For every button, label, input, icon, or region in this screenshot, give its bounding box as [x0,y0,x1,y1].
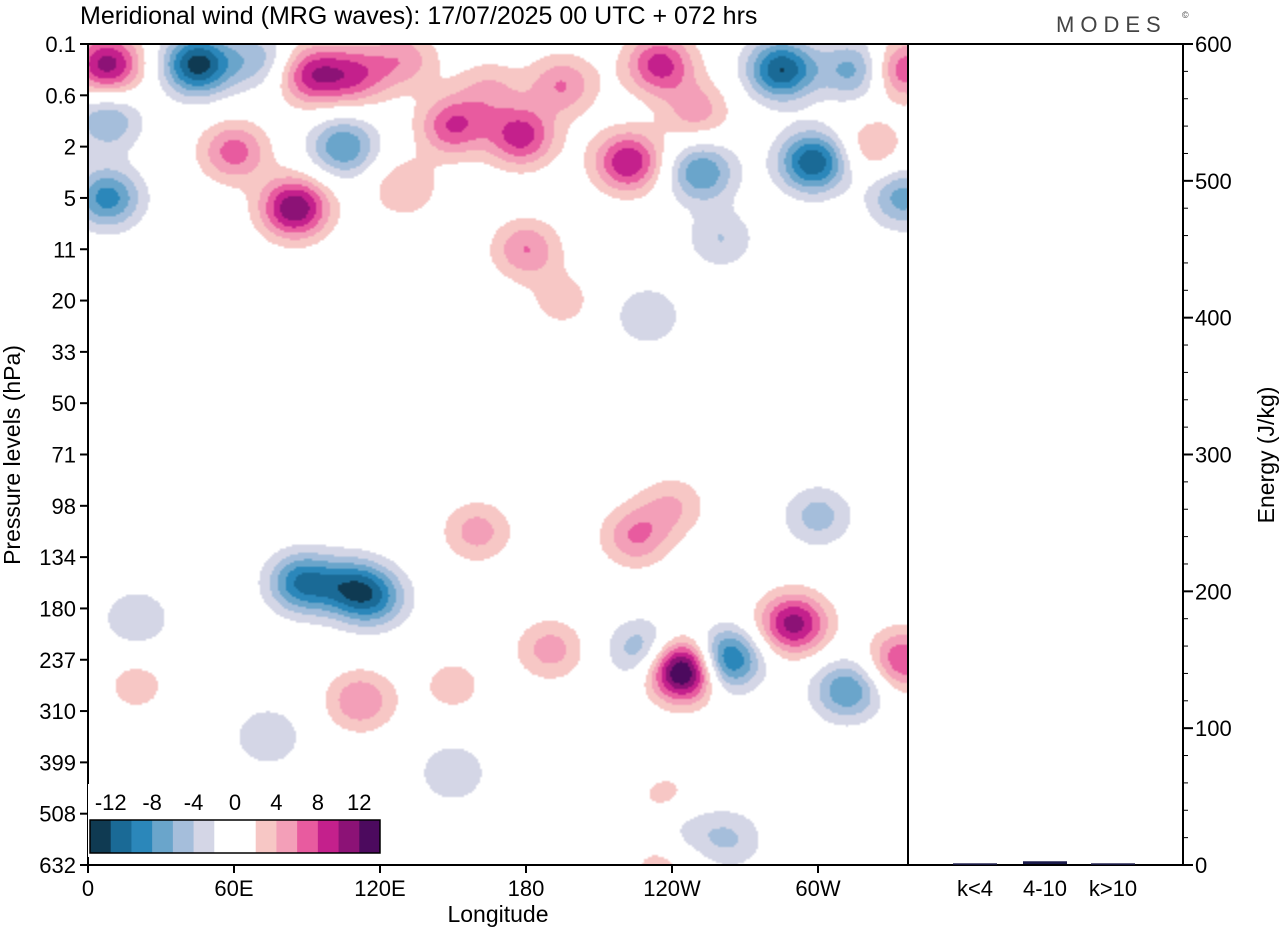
energy-tick-label: 100 [1195,716,1232,741]
energy-panel-frame [907,43,1184,866]
x-tick-label: 120E [354,876,405,901]
heatmap-field [88,44,908,865]
energy-axis-label: Energy (J/kg) [1253,387,1279,524]
y-tick-label: 20 [52,289,76,314]
colorbar-swatch [338,820,360,853]
y-tick-label: 134 [39,545,76,570]
colorbar-label: 0 [229,790,241,815]
brand-mark: © [1182,10,1189,20]
colorbar-frame [89,819,381,854]
colorbar-swatch [214,820,236,853]
colorbar-label: -8 [142,790,162,815]
y-tick-label: 310 [39,699,76,724]
y-tick-label: 508 [39,802,76,827]
y-axis-label: Pressure levels (hPa) [0,345,25,565]
y-tick-label: 237 [39,648,76,673]
energy-tick-label: 600 [1195,32,1232,57]
pressure-axis: 0.1 0.6 2 5 11 20 33 50 71 98 134 180 237 310 399 508 63… [39,32,88,878]
energy-category-label: k<4 [957,876,993,901]
energy-category-label: 4-10 [1023,876,1067,901]
y-tick-label: 5 [64,186,76,211]
colorbar-swatch [359,820,381,853]
brand-logo: MODES [1056,12,1167,37]
x-tick-label: 120W [643,876,701,901]
colorbar-swatch [255,820,277,853]
y-tick-label: 180 [39,596,76,621]
colorbar-swatch [193,820,215,853]
colorbar-swatch [172,820,195,853]
x-tick-label: 60W [795,876,840,901]
y-tick-label: 98 [52,494,76,519]
x-axis-label: Longitude [447,901,548,927]
colorbar-swatch [90,820,112,853]
y-tick-label: 0.1 [45,32,76,57]
heatmap-image [88,44,908,865]
colorbar-swatch [152,820,174,853]
x-tick-label: 0 [82,876,94,901]
y-tick-label: 11 [53,237,76,262]
longitude-axis: 0 60E 120E 180 120W 60W [82,865,841,901]
colorbar-label: -4 [184,790,204,815]
x-tick-label: 60E [214,876,253,901]
y-tick-label: 2 [64,135,76,160]
colorbar-label: 12 [347,790,371,815]
energy-tick-label: 400 [1195,306,1232,331]
energy-category-label: k>10 [1089,876,1137,901]
energy-bar [953,863,997,865]
chart-title: Meridional wind (MRG waves): 17/07/2025 … [80,2,757,30]
energy-tick-label: 300 [1195,443,1232,468]
colorbar-swatch [110,820,132,853]
x-tick-label: 180 [508,876,545,901]
colorbar-swatch [235,820,257,853]
colorbar-swatch [297,820,319,853]
colorbar-label: 4 [270,790,282,815]
y-tick-label: 0.6 [45,83,76,108]
energy-bars: k<4 4-10 k>10 [953,861,1137,901]
colorbar-swatch [131,820,153,853]
colorbar-swatch [317,820,340,853]
colorbar-swatch [276,820,298,853]
energy-tick-label: 0 [1195,853,1207,878]
energy-tick-label: 200 [1195,579,1232,604]
y-tick-label: 71 [52,443,76,468]
colorbar-label: -12 [95,790,127,815]
energy-tick-label: 500 [1195,169,1232,194]
y-tick-label: 33 [52,340,76,365]
y-tick-label: 50 [52,391,76,416]
energy-axis: 0 100 200 300 400 500 600 [1183,32,1232,878]
y-tick-label: 399 [39,750,76,775]
colorbar: -12 -8 -4 0 4 8 12 [88,784,382,857]
energy-bar [1023,861,1067,864]
energy-bar [1091,863,1135,865]
y-tick-label: 632 [39,853,76,878]
colorbar-label: 8 [312,790,324,815]
